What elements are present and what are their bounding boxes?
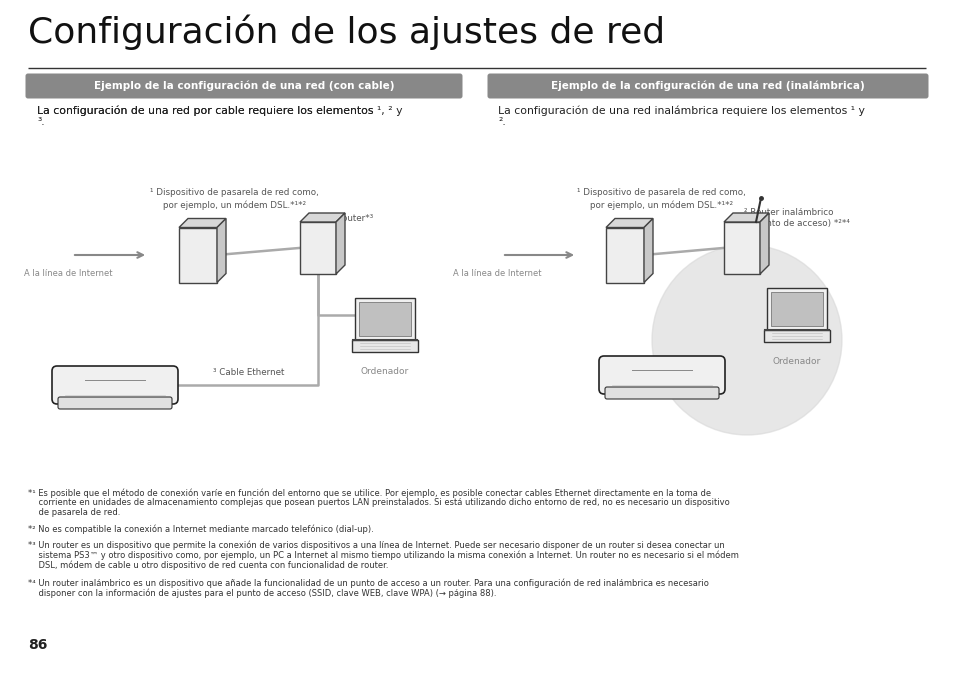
Bar bbox=[299, 222, 335, 274]
Text: ¹⁠⁠ Dispositivo de pasarela de red como,: ¹⁠⁠ Dispositivo de pasarela de red como, bbox=[150, 188, 318, 197]
Polygon shape bbox=[335, 213, 345, 274]
Text: A la línea de Internet: A la línea de Internet bbox=[24, 269, 112, 278]
Text: Ordenador: Ordenador bbox=[772, 357, 821, 366]
Text: (punto de acceso) *²*⁴: (punto de acceso) *²*⁴ bbox=[751, 219, 849, 228]
Polygon shape bbox=[216, 219, 226, 283]
Bar bbox=[179, 227, 216, 283]
Polygon shape bbox=[723, 213, 768, 222]
Bar bbox=[766, 288, 826, 330]
Text: ³⁠⁠ Cable Ethernet: ³⁠⁠ Cable Ethernet bbox=[213, 368, 284, 377]
Text: DSL, módem de cable u otro dispositivo de red cuenta con funcionalidad de router: DSL, módem de cable u otro dispositivo d… bbox=[28, 560, 388, 569]
Polygon shape bbox=[179, 219, 226, 227]
Bar bbox=[352, 340, 417, 352]
FancyBboxPatch shape bbox=[52, 366, 178, 404]
Text: ²⁠⁠ Router inalámbrico: ²⁠⁠ Router inalámbrico bbox=[743, 208, 833, 217]
Text: *³ Un router es un dispositivo que permite la conexión de varios dispositivos a : *³ Un router es un dispositivo que permi… bbox=[28, 540, 724, 549]
Bar bbox=[358, 302, 411, 336]
Text: por ejemplo, un módem DSL.*¹*²: por ejemplo, un módem DSL.*¹*² bbox=[589, 200, 732, 209]
Text: sistema PS3™ y otro dispositivo como, por ejemplo, un PC a Internet al mismo tie: sistema PS3™ y otro dispositivo como, po… bbox=[28, 550, 739, 559]
Circle shape bbox=[651, 245, 841, 435]
Text: de pasarela de red.: de pasarela de red. bbox=[28, 508, 120, 517]
FancyBboxPatch shape bbox=[26, 73, 462, 98]
Polygon shape bbox=[299, 213, 345, 222]
Polygon shape bbox=[605, 219, 652, 227]
Text: La configuración de una red inalámbrica requiere los elementos ¹ y
².: La configuración de una red inalámbrica … bbox=[497, 105, 864, 127]
Text: Ordenador: Ordenador bbox=[360, 367, 409, 376]
Text: ²⁠⁠ Router*³: ²⁠⁠ Router*³ bbox=[330, 214, 373, 223]
Text: Configuración de los ajustes de red: Configuración de los ajustes de red bbox=[28, 14, 664, 50]
FancyBboxPatch shape bbox=[58, 397, 172, 409]
FancyBboxPatch shape bbox=[598, 356, 724, 394]
Text: La configuración de una red por cable requiere los elementos: La configuración de una red por cable re… bbox=[37, 105, 376, 116]
Text: Ejemplo de la configuración de una red (con cable): Ejemplo de la configuración de una red (… bbox=[93, 81, 394, 92]
Text: *¹ Es posible que el método de conexión varíe en función del entorno que se util: *¹ Es posible que el método de conexión … bbox=[28, 488, 710, 497]
Text: 86: 86 bbox=[28, 638, 48, 652]
Bar bbox=[355, 298, 415, 340]
Text: Ejemplo de la configuración de una red (inalámbrica): Ejemplo de la configuración de una red (… bbox=[551, 81, 864, 92]
Text: La configuración de una red por cable requiere los elementos ¹, ² y
³.: La configuración de una red por cable re… bbox=[37, 105, 402, 127]
Text: *² No es compatible la conexión a Internet mediante marcado telefónico (dial-up): *² No es compatible la conexión a Intern… bbox=[28, 524, 374, 534]
Text: ¹⁠⁠ Dispositivo de pasarela de red como,: ¹⁠⁠ Dispositivo de pasarela de red como, bbox=[577, 188, 745, 197]
Text: por ejemplo, un módem DSL.*¹*²: por ejemplo, un módem DSL.*¹*² bbox=[163, 200, 306, 209]
Bar bbox=[763, 330, 829, 342]
Text: A la línea de Internet: A la línea de Internet bbox=[453, 269, 540, 278]
Polygon shape bbox=[643, 219, 652, 283]
Bar bbox=[770, 292, 822, 326]
Text: disponer con la información de ajustes para el punto de acceso (SSID, clave WEB,: disponer con la información de ajustes p… bbox=[28, 588, 496, 598]
FancyBboxPatch shape bbox=[604, 387, 719, 399]
FancyBboxPatch shape bbox=[487, 73, 927, 98]
Bar bbox=[605, 227, 643, 283]
Text: *⁴ Un router inalámbrico es un dispositivo que añade la funcionalidad de un punt: *⁴ Un router inalámbrico es un dispositi… bbox=[28, 578, 708, 588]
Text: corriente en unidades de almacenamiento complejas que posean puertos LAN preinst: corriente en unidades de almacenamiento … bbox=[28, 498, 729, 507]
Polygon shape bbox=[760, 213, 768, 274]
Bar bbox=[723, 222, 760, 274]
